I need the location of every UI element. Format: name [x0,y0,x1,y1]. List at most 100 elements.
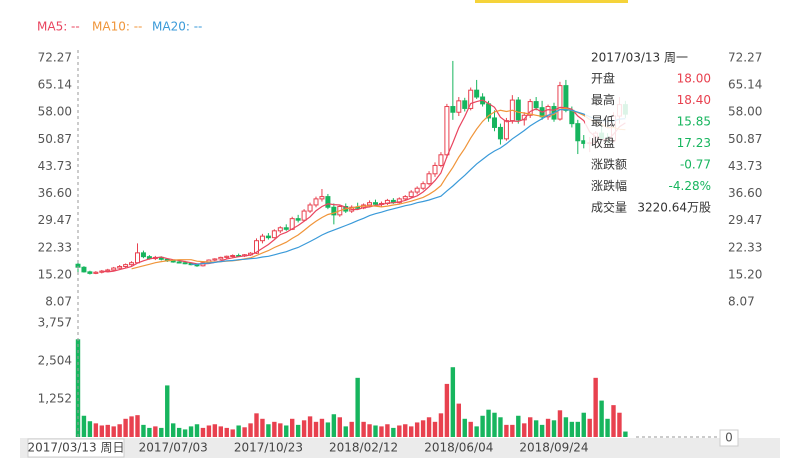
volume-bar [414,422,420,437]
volume-bar [272,421,277,437]
candle-body [313,198,319,206]
volume-bar [301,420,307,437]
info-label: 开盘 [591,71,615,86]
y-tick-label-right: 29.47 [728,213,762,227]
volume-bar [171,423,176,437]
y-tick-label: 43.73 [38,159,72,173]
candle-body [456,100,462,113]
volume-bar [248,423,253,437]
volume-bar [182,429,188,437]
candle-body [575,123,581,142]
x-tick-label: 2018/09/24 [519,441,588,455]
volume-bar [99,425,104,437]
volume-bar [343,426,348,437]
y-tick-label: 8.07 [45,295,72,309]
date-bar [20,438,780,458]
candle-body [81,266,87,273]
y-tick-label-right: 72.27 [728,51,762,65]
volume-bar [617,412,622,437]
volume-bar [569,421,575,437]
x-tick-label: 2018/06/04 [424,441,493,455]
volume-bar [266,424,271,437]
y-tick-label-right: 50.87 [728,132,762,146]
volume-bar [498,417,503,437]
volume-bar [486,409,491,437]
top-highlight [475,0,628,3]
candle-body [265,235,271,239]
info-date: 2017/03/13 周一 [591,51,688,65]
volume-bar [224,427,229,437]
candle-body [319,196,325,200]
y-tick-label-right: 8.07 [728,295,755,309]
volume-bar [605,418,610,437]
y-tick-label: 58.00 [38,105,72,119]
legend-entry: MA20: -- [152,20,202,34]
volume-bar [212,424,218,437]
volume-tick-label: 1,252 [38,392,72,406]
candle-body [557,85,563,120]
candle-body [140,252,146,258]
info-label: 最低 [591,115,615,129]
candle-body [283,227,289,230]
volume-bar [492,412,497,437]
zero-box [719,429,739,447]
candle-body [111,267,117,271]
volume-bar [111,426,116,437]
y-tick-label-right: 36.60 [728,186,762,200]
candle-body [497,126,503,140]
volume-bar [444,383,450,437]
candle-body [420,183,426,189]
volume-bar [545,418,551,437]
volume-bar [337,417,342,437]
y-tick-label: 72.27 [38,51,72,65]
info-label: 收盘 [591,135,615,150]
candle-body [230,255,236,258]
candle-body [277,227,283,232]
candle-body [301,210,307,221]
volume-bar [468,421,473,437]
candle-body [432,164,438,175]
candle-body [367,202,373,206]
volume-bar [93,423,99,437]
volume-bar [504,424,509,437]
candle-body [468,89,474,109]
date-cursor-box [27,438,125,458]
info-value: 18.40 [677,93,711,107]
y-tick-label: 65.14 [38,78,72,92]
volume-tick-label: 0 [725,431,733,445]
y-tick-label: 22.33 [38,240,72,254]
info-rows: 开盘 18.00 最高 18.40 最低 15.85 收盘 17.23 涨跌额 -0.77 涨跌幅 -… [591,71,711,215]
volume-bar [581,412,586,437]
volume-bar [528,417,533,437]
candle-body [462,100,468,109]
volume-bar [373,425,378,437]
candle-body [450,106,456,113]
volume-bar [385,424,390,437]
candle-body [563,85,569,111]
candle-body [545,106,551,118]
volume-bar [153,426,158,437]
candle-body [123,264,129,268]
x-tick-label: 2017/03/13 周日 [28,441,125,455]
candle-body [271,230,277,239]
volume-bar [194,424,200,437]
volume-bar [349,421,354,437]
legend-entry: MA5: -- [37,20,80,34]
candle-body [218,256,224,260]
y-tick-label-right: 65.14 [728,78,762,92]
candle-body [117,266,123,269]
candle-body [355,206,361,209]
volume-bar [539,424,545,437]
y-tick-label-right: 22.33 [728,240,762,254]
y-tick-label: 36.60 [38,186,72,200]
candle-body [176,261,182,264]
info-label: 最高 [591,92,615,107]
volume-bar [480,415,485,437]
volume-bar [575,421,580,437]
candle-body [408,191,414,198]
info-label: 成交量 [591,200,627,215]
candle-body [224,255,230,258]
plot [75,60,628,437]
candle-body [307,204,313,212]
volume-bar [105,424,110,437]
